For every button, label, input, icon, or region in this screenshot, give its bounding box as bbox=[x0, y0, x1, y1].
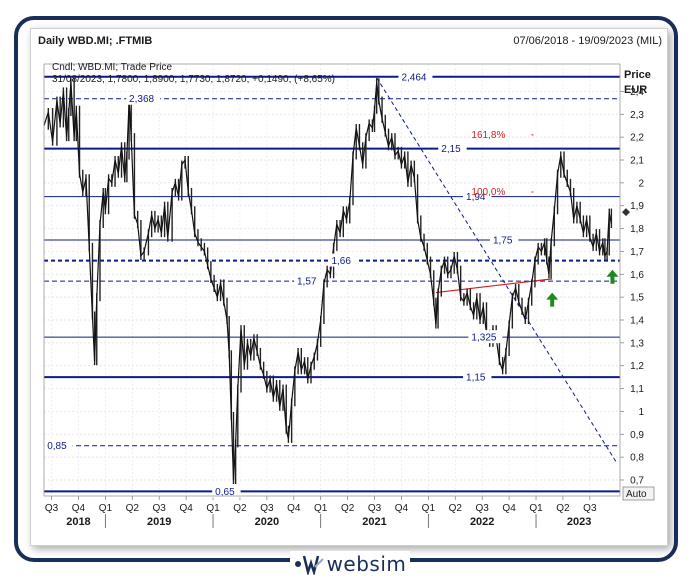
ytick-label: 1,8 bbox=[630, 224, 644, 235]
xtick-label: Q2 bbox=[556, 503, 570, 514]
ytick-label: 1,9 bbox=[630, 201, 644, 212]
ytick-label: 1 bbox=[638, 407, 644, 418]
xtick-label: Q3 bbox=[368, 503, 382, 514]
xtick-label: Q4 bbox=[72, 503, 86, 514]
level-label-bg bbox=[463, 370, 492, 384]
fib-label: 161,8% bbox=[471, 130, 505, 141]
trendlines-layer bbox=[376, 77, 617, 462]
brand-logo[interactable]: websim bbox=[290, 551, 410, 577]
xtick-label: Q4 bbox=[179, 503, 193, 514]
xtick-label: Q1 bbox=[99, 503, 113, 514]
xtick-label: Q4 bbox=[287, 503, 301, 514]
level-label: 1,66 bbox=[331, 256, 351, 267]
legend-ohlc: 31/08/2023; 1,7800; 1,8900; 1,7730; 1,87… bbox=[52, 74, 335, 85]
last-price-marker-icon bbox=[622, 208, 630, 217]
ytick-label: 1,2 bbox=[630, 361, 644, 372]
xtick-label: Q1 bbox=[314, 503, 328, 514]
xtick-label: Q4 bbox=[502, 503, 516, 514]
level-label-bg bbox=[468, 330, 503, 344]
level-label: 1,57 bbox=[297, 277, 317, 288]
downtrend-line bbox=[376, 77, 617, 462]
xtick-label: Q3 bbox=[45, 503, 59, 514]
xtick-label: Q4 bbox=[395, 503, 409, 514]
labels-layer: 2,4 2,3 2,2 2,1 2 1,9 1,8 1,7 1,6 1,5 1,4 1,3 1,2 1,1… bbox=[44, 69, 644, 528]
xtick-label: Q3 bbox=[583, 503, 597, 514]
xtick-label: Q3 bbox=[260, 503, 274, 514]
level-label-bg bbox=[126, 91, 161, 105]
ytick-label: 1,5 bbox=[630, 293, 644, 304]
level-label-bg bbox=[463, 189, 492, 203]
level-label-bg bbox=[438, 141, 467, 155]
auto-button[interactable] bbox=[622, 486, 655, 501]
chart-title: Daily WBD.MI; .FTMIB bbox=[38, 35, 153, 47]
ytick-label: 2 bbox=[638, 178, 644, 189]
level-label: 1,94 bbox=[466, 192, 486, 203]
ytick-label: 1,3 bbox=[630, 338, 644, 349]
candles-layer bbox=[43, 78, 613, 484]
price-series-line bbox=[43, 82, 612, 481]
ytick-label: 2,1 bbox=[630, 156, 644, 167]
date-range: 07/06/2018 - 19/09/2023 (MIL) bbox=[513, 35, 662, 47]
xtick-label: Q2 bbox=[126, 503, 140, 514]
yaxis-title: Price bbox=[624, 69, 651, 81]
level-label-bg bbox=[489, 233, 519, 246]
brand-name: websim bbox=[326, 552, 407, 576]
level-label: 1,325 bbox=[471, 333, 496, 344]
xtick-label: Q1 bbox=[422, 503, 436, 514]
level-label-bg bbox=[44, 438, 73, 452]
xtick-label: Q1 bbox=[206, 503, 220, 514]
ytick-label: 0,7 bbox=[630, 476, 644, 487]
level-label: 0,65 bbox=[215, 487, 235, 498]
levels-layer bbox=[44, 75, 620, 493]
level-label-bg bbox=[212, 484, 241, 498]
yaxis-unit: EUR bbox=[624, 84, 647, 96]
xtick-label: Q2 bbox=[341, 503, 355, 514]
legend-series: Cndl; WBD.MI; Trade Price bbox=[52, 62, 172, 73]
ytick-label: 1,7 bbox=[630, 247, 644, 258]
year-label: 2022 bbox=[470, 516, 494, 528]
ytick-label: 1,1 bbox=[630, 384, 644, 395]
up-arrow-icon bbox=[546, 292, 559, 307]
grid-layer bbox=[44, 64, 624, 528]
auto-button-label[interactable]: Auto bbox=[626, 489, 647, 500]
ytick-label: 0,8 bbox=[630, 453, 644, 464]
xtick-label: Q1 bbox=[529, 503, 543, 514]
year-label: 2018 bbox=[66, 516, 90, 528]
xtick-label: Q2 bbox=[449, 503, 463, 514]
year-label: 2021 bbox=[362, 516, 386, 528]
level-label: 2,15 bbox=[441, 144, 461, 155]
fib-label: 100,0% bbox=[471, 187, 505, 198]
year-label: 2019 bbox=[147, 516, 171, 528]
up-arrow-icon bbox=[606, 269, 619, 284]
ytick-label: 2,3 bbox=[630, 110, 644, 121]
year-label: 2020 bbox=[255, 516, 279, 528]
neckline bbox=[435, 278, 553, 294]
websim-logo-icon bbox=[294, 555, 324, 575]
xtick-label: Q3 bbox=[476, 503, 490, 514]
level-label: 2,368 bbox=[129, 94, 154, 105]
ytick-label: 1,6 bbox=[630, 270, 644, 281]
ytick-label: 2,4 bbox=[630, 87, 644, 98]
ytick-label: 2,2 bbox=[630, 133, 644, 144]
xtick-label: Q2 bbox=[233, 503, 247, 514]
plot-area-border bbox=[43, 63, 621, 497]
ytick-label: 0,9 bbox=[630, 430, 644, 441]
level-label-bg bbox=[328, 253, 357, 267]
level-label-bg bbox=[294, 274, 323, 288]
level-label: 2,464 bbox=[401, 72, 426, 83]
level-label: 1,15 bbox=[466, 373, 486, 384]
year-label: 2023 bbox=[567, 516, 591, 528]
level-label: 0,85 bbox=[47, 441, 67, 452]
level-label: 1,75 bbox=[493, 236, 513, 247]
level-label-bg bbox=[398, 69, 433, 83]
ytick-label: 1,4 bbox=[630, 316, 644, 327]
xtick-label: Q3 bbox=[153, 503, 167, 514]
